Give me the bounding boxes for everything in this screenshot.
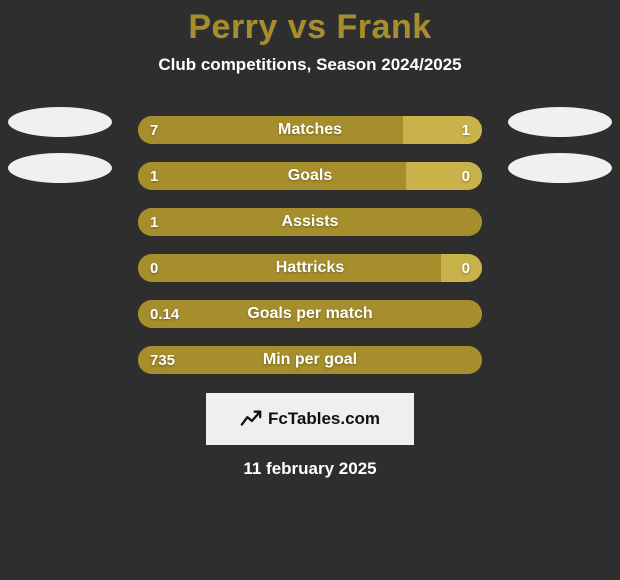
stat-bar: 0.14Goals per match	[138, 300, 482, 328]
player-right-oval	[508, 153, 612, 183]
stat-row: 1Assists	[0, 199, 620, 245]
stat-bar-left	[138, 162, 406, 190]
stat-bar: 71Matches	[138, 116, 482, 144]
stat-bar-left	[138, 254, 441, 282]
brand-text: FcTables.com	[268, 409, 380, 429]
subtitle: Club competitions, Season 2024/2025	[0, 55, 620, 75]
stat-bar-right	[403, 116, 482, 144]
stat-rows: 71Matches10Goals1Assists00Hattricks0.14G…	[0, 107, 620, 383]
stat-row: 71Matches	[0, 107, 620, 153]
stat-row: 0.14Goals per match	[0, 291, 620, 337]
player-right-oval	[508, 107, 612, 137]
stat-row: 10Goals	[0, 153, 620, 199]
stat-bar-left	[138, 116, 403, 144]
brand-icon	[240, 408, 262, 430]
stat-bar-left	[138, 346, 482, 374]
stat-value-left: 1	[150, 208, 158, 236]
stat-value-right: 1	[462, 116, 470, 144]
stat-value-left: 7	[150, 116, 158, 144]
player-left-oval	[8, 107, 112, 137]
stat-bar-left	[138, 300, 482, 328]
player-left-oval	[8, 153, 112, 183]
date-label: 11 february 2025	[0, 459, 620, 479]
page-title: Perry vs Frank	[0, 0, 620, 47]
stat-value-left: 0.14	[150, 300, 179, 328]
stat-bar: 00Hattricks	[138, 254, 482, 282]
stat-bar-right	[406, 162, 482, 190]
stat-bar: 10Goals	[138, 162, 482, 190]
stat-row: 735Min per goal	[0, 337, 620, 383]
stat-bar: 735Min per goal	[138, 346, 482, 374]
stat-value-left: 735	[150, 346, 175, 374]
stat-bar-left	[138, 208, 482, 236]
stat-bar: 1Assists	[138, 208, 482, 236]
stat-value-right: 0	[462, 162, 470, 190]
stat-value-left: 0	[150, 254, 158, 282]
stat-row: 00Hattricks	[0, 245, 620, 291]
stat-value-right: 0	[462, 254, 470, 282]
stat-value-left: 1	[150, 162, 158, 190]
comparison-card: Perry vs Frank Club competitions, Season…	[0, 0, 620, 580]
brand-badge: FcTables.com	[206, 393, 414, 445]
